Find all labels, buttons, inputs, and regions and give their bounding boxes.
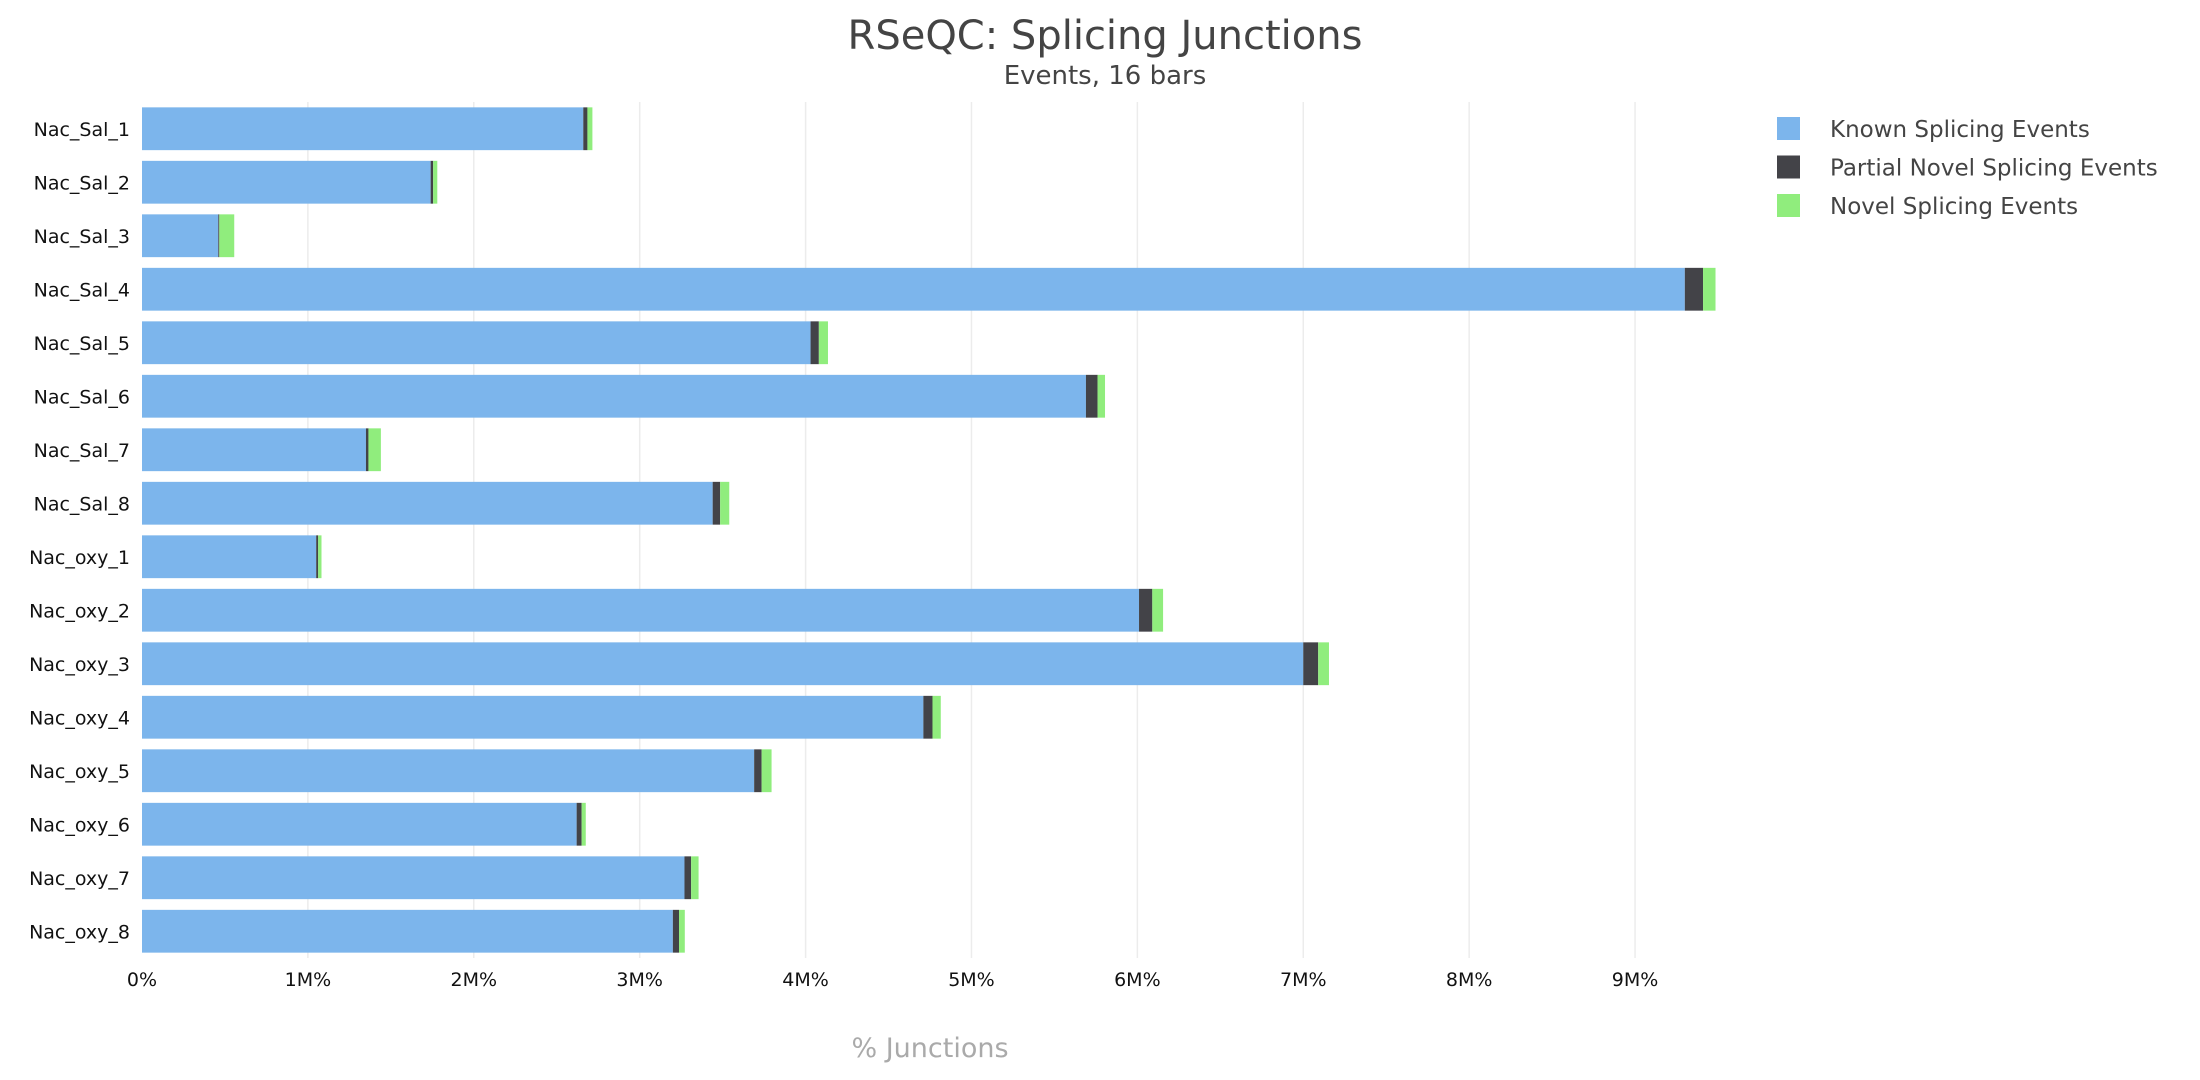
bar-segment-nac-oxy-1-series-2 — [318, 535, 322, 579]
bars-group — [142, 107, 1716, 953]
category-label: Nac_oxy_8 — [29, 921, 130, 943]
x-tick-label: 2M% — [451, 969, 498, 991]
x-tick-label: 6M% — [1114, 969, 1161, 991]
bar-segment-nac-oxy-3-series-2 — [1318, 642, 1329, 686]
bar-segment-nac-oxy-8-series-0 — [142, 909, 673, 953]
bar-segment-nac-sal-5-series-0 — [142, 321, 811, 365]
gridlines — [307, 102, 1636, 958]
x-tick-label: 5M% — [948, 969, 995, 991]
x-tick-label: 1M% — [285, 969, 332, 991]
legend-swatch-1 — [1777, 155, 1800, 179]
bar-segment-nac-oxy-1-series-1 — [316, 535, 319, 579]
bar-segment-nac-sal-8-series-2 — [720, 481, 730, 525]
category-label: Nac_Sal_5 — [34, 333, 130, 355]
bar-segment-nac-oxy-4-series-2 — [932, 695, 941, 739]
bar-segment-nac-sal-8-series-1 — [712, 481, 721, 525]
category-label: Nac_Sal_7 — [34, 440, 130, 462]
bar-segment-nac-sal-6-series-0 — [142, 374, 1086, 418]
bar-segment-nac-sal-2-series-2 — [433, 160, 438, 204]
bar-segment-nac-sal-2-series-0 — [142, 160, 431, 204]
bar-segment-nac-sal-5-series-2 — [818, 321, 828, 365]
bar-segment-nac-oxy-8-series-1 — [672, 909, 680, 953]
x-tick-label: 3M% — [616, 969, 663, 991]
bar-segment-nac-sal-5-series-1 — [810, 321, 819, 365]
x-tick-label: 9M% — [1612, 969, 1659, 991]
bar-segment-nac-oxy-5-series-1 — [754, 749, 762, 793]
category-label: Nac_Sal_6 — [34, 386, 130, 408]
legend-swatch-0 — [1777, 117, 1800, 140]
x-axis-ticks: 0% 1M% 2M% 3M% 4M% 5M% 6M% 7M% 8M% 9M% — [127, 969, 1658, 991]
bar-segment-nac-sal-4-series-0 — [142, 267, 1685, 311]
legend-swatch-2 — [1777, 194, 1800, 217]
x-tick-label: 8M% — [1446, 969, 1493, 991]
bar-segment-nac-sal-3-series-0 — [142, 214, 219, 258]
bar-segment-nac-oxy-1-series-0 — [142, 535, 317, 579]
x-axis-label: % Junctions — [851, 1033, 1008, 1064]
category-label: Nac_oxy_3 — [29, 654, 130, 676]
bar-segment-nac-oxy-3-series-1 — [1303, 642, 1319, 686]
bar-segment-nac-oxy-4-series-1 — [923, 695, 933, 739]
bar-segment-nac-oxy-2-series-0 — [142, 588, 1140, 632]
bar-segment-nac-oxy-3-series-0 — [142, 642, 1304, 686]
x-tick-label: 0% — [127, 969, 157, 991]
bar-segment-nac-sal-6-series-1 — [1085, 374, 1098, 418]
bar-segment-nac-oxy-6-series-1 — [576, 802, 582, 846]
bar-segment-nac-sal-3-series-1 — [218, 214, 220, 258]
bar-segment-nac-sal-8-series-0 — [142, 481, 713, 525]
category-label: Nac_oxy_4 — [29, 707, 130, 729]
category-label: Nac_Sal_4 — [34, 279, 130, 301]
bar-segment-nac-oxy-7-series-2 — [691, 856, 699, 900]
bar-segment-nac-sal-1-series-1 — [583, 107, 588, 151]
bar-segment-nac-oxy-7-series-1 — [684, 856, 692, 900]
bar-segment-nac-sal-7-series-2 — [368, 428, 381, 472]
bar-segment-nac-sal-4-series-2 — [1703, 267, 1716, 311]
bar-segment-nac-sal-6-series-2 — [1097, 374, 1106, 418]
legend-label-2: Novel Splicing Events — [1830, 194, 2078, 220]
category-labels: Nac_Sal_1 Nac_Sal_2 Nac_Sal_3 Nac_Sal_4 Nac_… — [29, 119, 130, 944]
bar-segment-nac-oxy-6-series-2 — [581, 802, 586, 846]
chart-title: RSeQC: Splicing Junctions — [848, 13, 1363, 59]
category-label: Nac_oxy_7 — [29, 868, 130, 890]
category-label: Nac_oxy_6 — [29, 814, 130, 836]
bar-segment-nac-sal-4-series-1 — [1684, 267, 1704, 311]
bar-segment-nac-oxy-2-series-2 — [1152, 588, 1164, 632]
bar-segment-nac-oxy-6-series-0 — [142, 802, 577, 846]
category-label: Nac_Sal_2 — [34, 172, 130, 194]
x-tick-label: 4M% — [782, 969, 829, 991]
chart-subtitle: Events, 16 bars — [1004, 61, 1207, 91]
bar-segment-nac-sal-1-series-2 — [587, 107, 593, 151]
category-label: Nac_oxy_2 — [29, 600, 130, 622]
bar-segment-nac-oxy-2-series-1 — [1139, 588, 1153, 632]
bar-segment-nac-sal-7-series-0 — [142, 428, 366, 472]
category-label: Nac_oxy_5 — [29, 761, 130, 783]
category-label: Nac_Sal_1 — [34, 119, 130, 141]
bar-segment-nac-sal-7-series-1 — [365, 428, 369, 472]
legend-label-0: Known Splicing Events — [1830, 117, 2090, 143]
bar-segment-nac-oxy-7-series-0 — [142, 856, 685, 900]
legend: Known Splicing Events Partial Novel Splic… — [1777, 117, 2158, 220]
bar-segment-nac-oxy-5-series-0 — [142, 749, 755, 793]
category-label: Nac_oxy_1 — [29, 547, 130, 569]
category-label: Nac_Sal_8 — [34, 493, 130, 515]
legend-label-1: Partial Novel Splicing Events — [1830, 156, 2158, 182]
bar-segment-nac-sal-3-series-2 — [219, 214, 235, 258]
x-tick-label: 7M% — [1280, 969, 1327, 991]
bar-segment-nac-oxy-8-series-2 — [679, 909, 685, 953]
bar-segment-nac-oxy-5-series-2 — [761, 749, 772, 793]
category-label: Nac_Sal_3 — [34, 226, 130, 248]
bar-segment-nac-oxy-4-series-0 — [142, 695, 924, 739]
bar-segment-nac-sal-2-series-1 — [430, 160, 434, 204]
bar-segment-nac-sal-1-series-0 — [142, 107, 584, 151]
